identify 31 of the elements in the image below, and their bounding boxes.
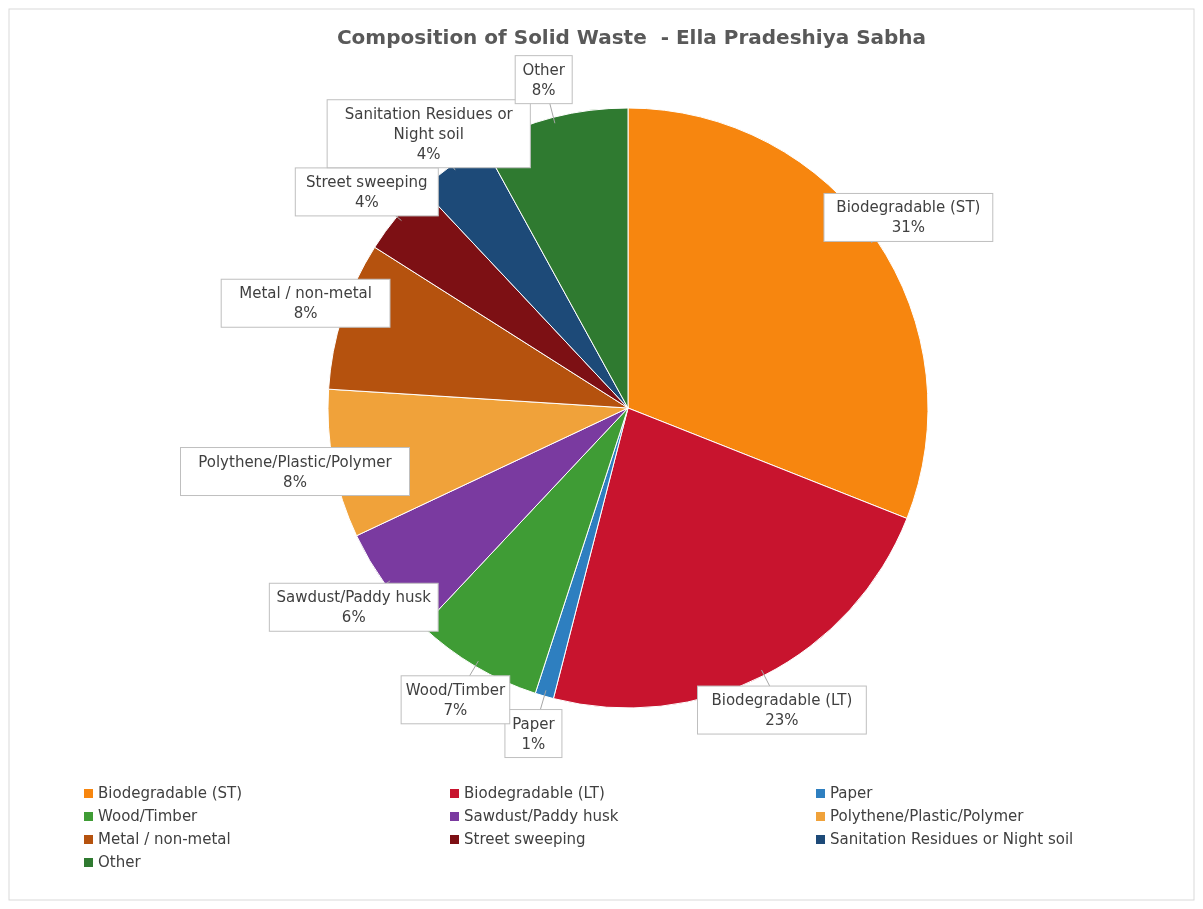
slice-label: Metal / non-metal: [239, 284, 372, 303]
slice-label: Sawdust/Paddy husk: [276, 588, 432, 607]
data-label: 6%: [341, 608, 366, 627]
legend-label: Biodegradable (ST): [98, 784, 243, 802]
legend-label: Biodegradable (LT): [464, 784, 605, 802]
chart-title: Composition of Solid Waste - Ella Pradeshiya Sabha: [336, 25, 927, 49]
slice-label: Paper: [512, 714, 556, 733]
data-label: 8%: [293, 304, 318, 323]
slice-label: Biodegradable (ST): [836, 198, 981, 217]
data-label: 4%: [354, 192, 379, 211]
legend-label: Sanitation Residues or Night soil: [830, 830, 1074, 848]
data-label: 23%: [765, 711, 799, 730]
slice-label: Street sweeping: [305, 172, 428, 191]
data-label: 7%: [443, 700, 468, 719]
legend-label: Paper: [830, 784, 874, 802]
slice-label: Sanitation Residues or Night soil: [344, 104, 514, 143]
data-label: 8%: [531, 80, 556, 99]
data-label: 31%: [891, 218, 926, 237]
legend-label: Sawdust/Paddy husk: [464, 807, 619, 825]
data-label: 8%: [283, 472, 307, 491]
slice-label: Biodegradable (LT): [711, 691, 853, 710]
legend-label: Polythene/Plastic/Polymer: [830, 807, 1025, 825]
legend-label: Wood/Timber: [98, 807, 199, 825]
legend-label: Street sweeping: [464, 830, 586, 848]
slice-label: Other: [522, 60, 566, 79]
data-label: 4%: [416, 144, 441, 163]
slice-label: Polythene/Plastic/Polymer: [198, 452, 393, 471]
data-label: 1%: [521, 734, 546, 753]
legend-label: Metal / non-metal: [98, 830, 231, 848]
slice-label: Wood/Timber: [405, 680, 506, 699]
legend-label: Other: [98, 853, 142, 871]
